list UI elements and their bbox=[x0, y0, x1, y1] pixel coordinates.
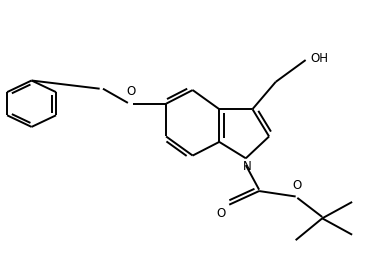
Text: O: O bbox=[127, 85, 136, 98]
Text: O: O bbox=[293, 179, 302, 192]
Text: O: O bbox=[216, 207, 225, 220]
Text: OH: OH bbox=[310, 52, 328, 65]
Text: N: N bbox=[243, 160, 252, 173]
